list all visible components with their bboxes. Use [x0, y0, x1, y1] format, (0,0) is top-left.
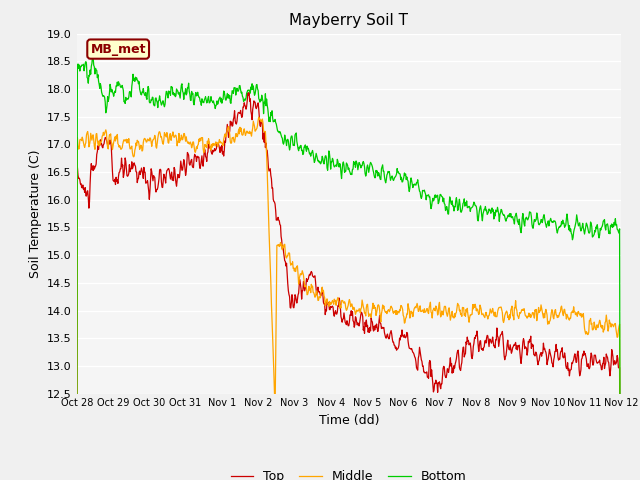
- Bottom: [89, 53, 97, 59]
- Middle: [255, 114, 262, 120]
- Bottom: [133, 75, 141, 81]
- Bottom: [73, 403, 81, 408]
- Line: Bottom: Bottom: [77, 56, 620, 480]
- Top: [483, 335, 490, 341]
- Middle: [483, 312, 490, 318]
- Middle: [543, 309, 550, 315]
- Text: MB_met: MB_met: [90, 43, 146, 56]
- Bottom: [306, 151, 314, 157]
- Middle: [306, 287, 314, 293]
- Top: [73, 464, 81, 469]
- Middle: [214, 141, 222, 147]
- Top: [132, 169, 140, 175]
- Top: [214, 141, 222, 146]
- Middle: [460, 312, 468, 318]
- Bottom: [460, 196, 468, 202]
- Top: [543, 353, 550, 359]
- Bottom: [215, 96, 223, 102]
- Line: Middle: Middle: [77, 117, 620, 480]
- Top: [306, 271, 314, 277]
- Bottom: [543, 225, 550, 230]
- Bottom: [483, 207, 490, 213]
- Top: [245, 90, 253, 96]
- Legend: Top, Middle, Bottom: Top, Middle, Bottom: [226, 465, 472, 480]
- X-axis label: Time (dd): Time (dd): [319, 414, 379, 427]
- Middle: [73, 451, 81, 456]
- Middle: [132, 140, 140, 146]
- Line: Top: Top: [77, 93, 620, 480]
- Top: [460, 354, 468, 360]
- Y-axis label: Soil Temperature (C): Soil Temperature (C): [29, 149, 42, 278]
- Title: Mayberry Soil T: Mayberry Soil T: [289, 13, 408, 28]
